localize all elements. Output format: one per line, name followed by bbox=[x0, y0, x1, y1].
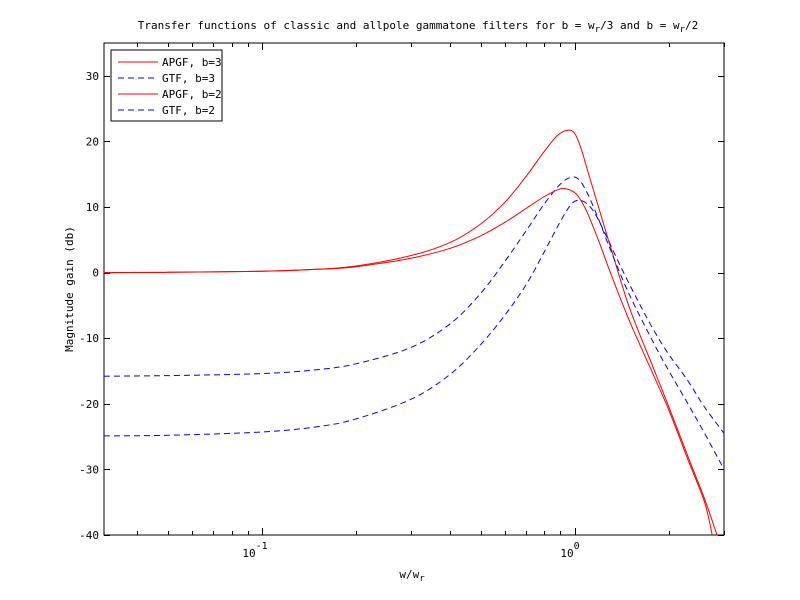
legend-entry-apgf-b3: APGF, b=3 bbox=[118, 56, 222, 69]
y-tick-label: -30 bbox=[79, 463, 99, 476]
legend-entry-gtf-b3: GTF, b=3 bbox=[118, 72, 215, 85]
legend-entry-gtf-b2: GTF, b=2 bbox=[118, 104, 215, 117]
y-axis-label: Magnitude gain (db) bbox=[63, 226, 76, 352]
plot-lines bbox=[104, 129, 724, 535]
line-apgf-b2 bbox=[104, 187, 713, 535]
legend-label: APGF, b=3 bbox=[162, 56, 222, 69]
axis-ticks bbox=[104, 43, 725, 536]
legend: APGF, b=3 GTF, b=3 APGF, b=2 GTF, b=2 bbox=[110, 49, 223, 122]
y-tick-label: 0 bbox=[92, 267, 99, 280]
line-gtf-b3 bbox=[104, 176, 724, 470]
y-tick-label: -20 bbox=[79, 398, 99, 411]
chart-title: Transfer functions of classic and allpol… bbox=[138, 19, 699, 35]
legend-label: GTF, b=2 bbox=[162, 104, 215, 117]
legend-entry-apgf-b2: APGF, b=2 bbox=[118, 88, 222, 101]
x-axis-label: w/wr bbox=[399, 568, 425, 584]
y-tick-label: -10 bbox=[79, 332, 99, 345]
y-tick-label: -40 bbox=[79, 529, 99, 542]
plot-area bbox=[103, 42, 725, 536]
legend-label: APGF, b=2 bbox=[162, 88, 222, 101]
y-tick-label: 20 bbox=[86, 135, 99, 148]
line-gtf-b2 bbox=[104, 199, 724, 437]
y-tick-labels: -40 -30 -20 -10 0 10 20 30 bbox=[79, 70, 99, 542]
y-tick-label: 10 bbox=[86, 201, 99, 214]
x-tick-label-0.1: 10-1 bbox=[242, 541, 267, 560]
legend-label: GTF, b=3 bbox=[162, 72, 215, 85]
x-tick-label-1: 100 bbox=[560, 541, 579, 560]
y-tick-label: 30 bbox=[86, 70, 99, 83]
